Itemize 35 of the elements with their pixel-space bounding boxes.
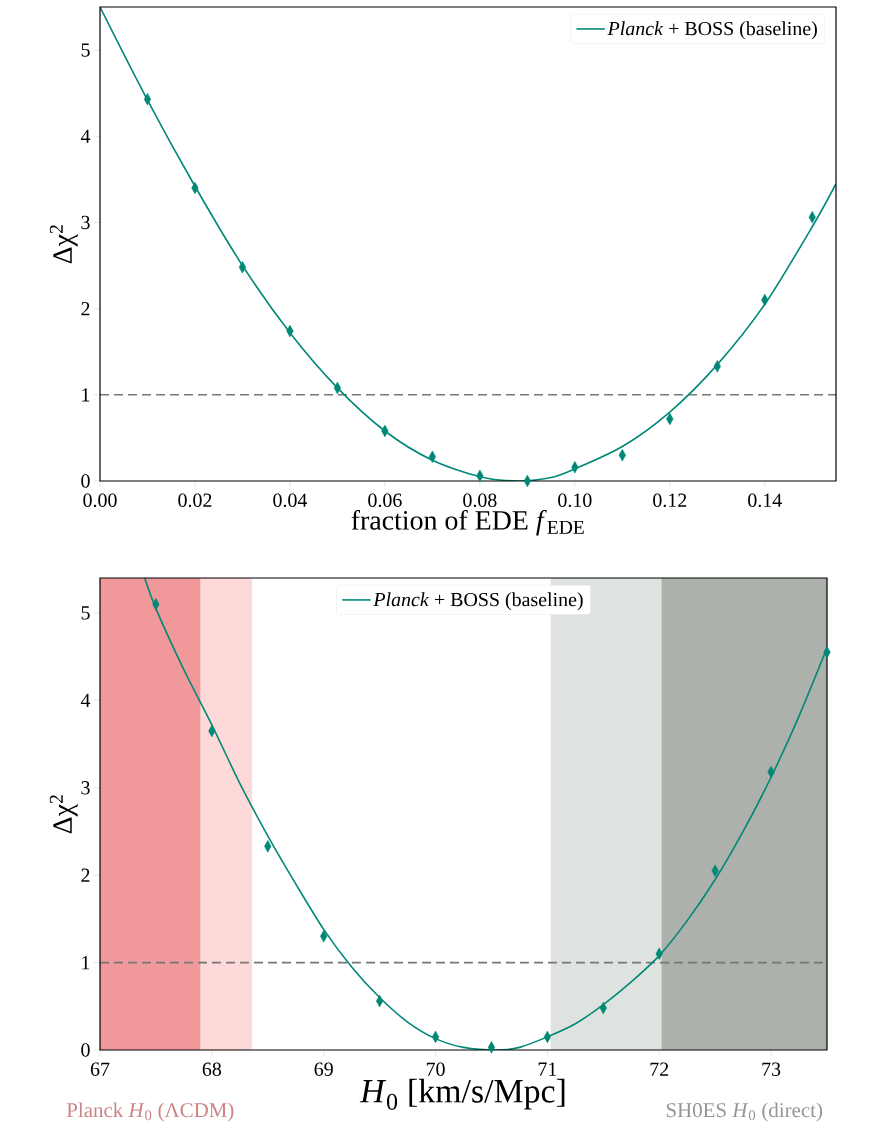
x-tick-label: 0.14 bbox=[748, 493, 782, 508]
x-axis-title: fraction of EDE f$_{EDE}$ bbox=[351, 509, 584, 536]
y-axis-title: Δχ$^{2}$ bbox=[49, 795, 78, 834]
x-tick-label: 70 bbox=[426, 1062, 445, 1076]
y-tick-label: 3 bbox=[81, 215, 90, 230]
x-tick-label: 73 bbox=[762, 1062, 781, 1076]
y-tick-label: 1 bbox=[82, 956, 90, 970]
y-tick-label: 2 bbox=[81, 868, 90, 882]
x-tick-label: 0.04 bbox=[273, 493, 308, 508]
y-tick-label: 1 bbox=[82, 388, 90, 402]
y-tick-label: 5 bbox=[81, 43, 90, 57]
x-tick-label: 69 bbox=[314, 1062, 333, 1076]
legend-label: Planck + BOSS (baseline) bbox=[607, 21, 817, 40]
x-tick-label: 0.12 bbox=[653, 493, 687, 508]
x-tick-label: 67 bbox=[90, 1062, 110, 1076]
y-tick-label: 4 bbox=[80, 129, 91, 143]
y-tick-label: 0 bbox=[81, 1043, 90, 1057]
x-tick-label: 72 bbox=[650, 1062, 669, 1076]
legend-label: Planck + BOSS (baseline) bbox=[373, 592, 583, 611]
x-tick-label: 0.00 bbox=[83, 493, 117, 508]
x-tick-label: 0.06 bbox=[368, 493, 402, 508]
band-label: Planck H$_{0}$ (ΛCDM) bbox=[66, 1102, 234, 1122]
y-axis-title: Δχ$^{2}$ bbox=[49, 225, 78, 264]
y-tick-label: 3 bbox=[81, 781, 90, 795]
band-label: SH0ES H$_{0}$ (direct) bbox=[666, 1102, 823, 1122]
y-tick-label: 0 bbox=[81, 474, 90, 488]
y-tick-label: 2 bbox=[81, 302, 90, 316]
x-tick-label: 0.10 bbox=[558, 493, 592, 508]
y-tick-label: 5 bbox=[81, 606, 90, 620]
x-tick-label: 71 bbox=[538, 1062, 557, 1076]
x-tick-label: 0.08 bbox=[463, 493, 497, 508]
x-axis-title: H$_{0}$ [km/s/Mpc] bbox=[359, 1078, 565, 1110]
x-tick-label: 68 bbox=[202, 1062, 222, 1076]
y-tick-label: 4 bbox=[80, 693, 91, 707]
x-tick-label: 0.02 bbox=[178, 493, 212, 508]
